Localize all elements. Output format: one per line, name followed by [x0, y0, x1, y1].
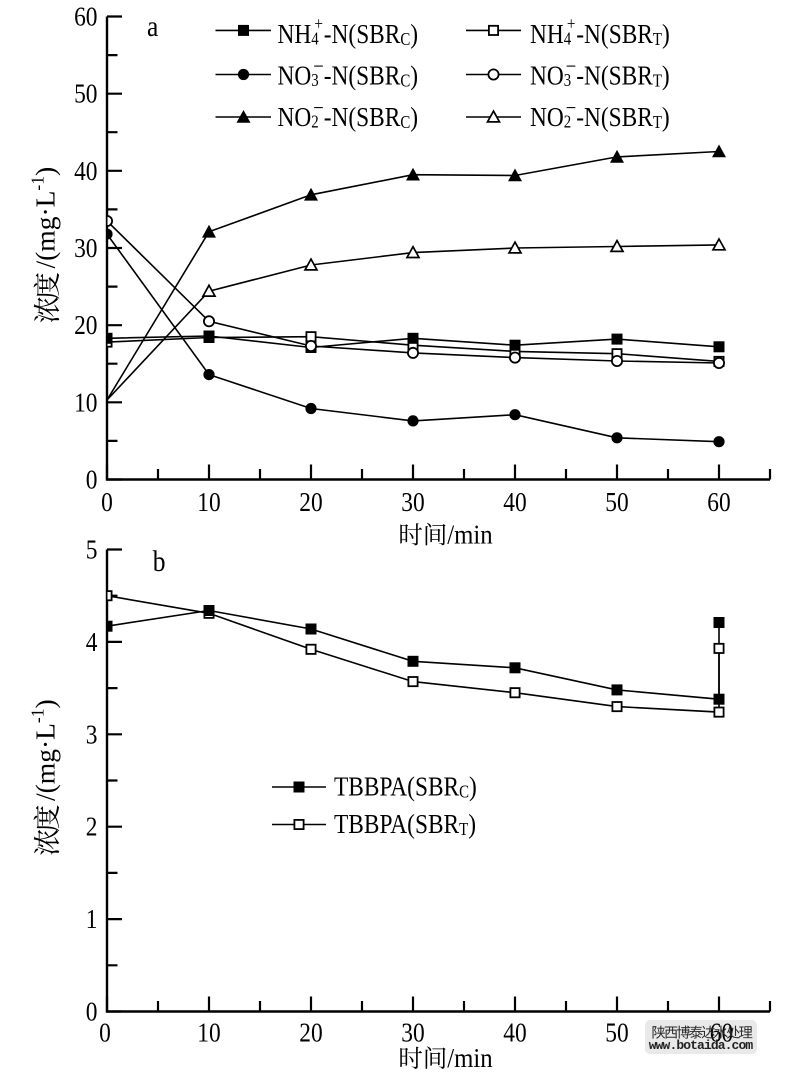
- svg-text:4: 4: [86, 626, 98, 657]
- svg-text:NO2−-N(SBRT): NO2−-N(SBRT): [530, 97, 670, 133]
- svg-text:30: 30: [401, 1017, 424, 1048]
- svg-text:60: 60: [74, 1, 97, 32]
- svg-text:NH4+-N(SBRC): NH4+-N(SBRC): [277, 14, 418, 50]
- svg-text:50: 50: [605, 1017, 628, 1048]
- svg-text:www.botaida.com: www.botaida.com: [649, 1038, 754, 1053]
- svg-text:40: 40: [503, 486, 526, 517]
- svg-text:TBBPA(SBRC): TBBPA(SBRC): [334, 771, 477, 802]
- svg-text:/min: /min: [447, 519, 492, 549]
- svg-text:a: a: [147, 10, 158, 43]
- svg-text:5: 5: [86, 534, 98, 565]
- svg-text:/min: /min: [447, 1043, 492, 1073]
- svg-text:50: 50: [74, 78, 97, 109]
- svg-text:20: 20: [299, 1017, 322, 1048]
- svg-text:60: 60: [707, 486, 730, 517]
- svg-text:10: 10: [74, 386, 97, 417]
- svg-text:0: 0: [86, 464, 98, 495]
- svg-text:50: 50: [605, 486, 628, 517]
- svg-text:NO3−-N(SBRT): NO3−-N(SBRT): [530, 55, 670, 91]
- svg-text:1: 1: [86, 903, 98, 934]
- svg-text:NO3−-N(SBRC): NO3−-N(SBRC): [277, 55, 418, 91]
- svg-text:30: 30: [401, 486, 424, 517]
- svg-text:NO2−-N(SBRC): NO2−-N(SBRC): [277, 97, 418, 133]
- svg-text:0: 0: [86, 996, 98, 1027]
- svg-text:0: 0: [99, 1017, 111, 1048]
- svg-text:20: 20: [74, 309, 97, 340]
- svg-text:2: 2: [86, 811, 98, 842]
- svg-text:40: 40: [503, 1017, 526, 1048]
- svg-text:NH4+-N(SBRT): NH4+-N(SBRT): [530, 14, 670, 50]
- svg-text:TBBPA(SBRT): TBBPA(SBRT): [334, 808, 476, 839]
- svg-text:40: 40: [74, 155, 97, 186]
- svg-text:3: 3: [86, 718, 98, 749]
- svg-text:30: 30: [74, 232, 97, 263]
- svg-text:20: 20: [299, 486, 322, 517]
- svg-text:10: 10: [197, 486, 220, 517]
- svg-text:b: b: [153, 545, 166, 578]
- svg-text:0: 0: [101, 486, 113, 517]
- svg-text:60: 60: [710, 1017, 733, 1048]
- svg-text:10: 10: [197, 1017, 220, 1048]
